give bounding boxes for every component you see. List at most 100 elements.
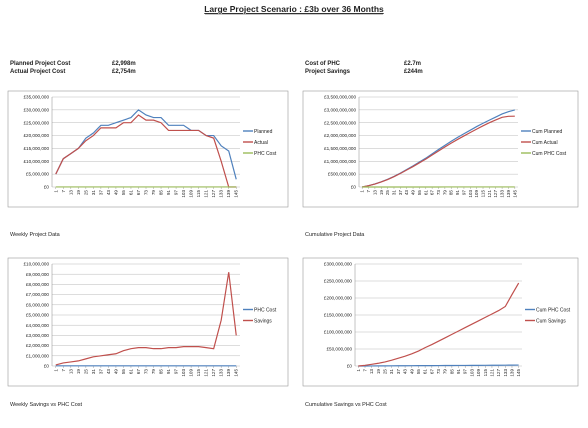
x-tick-label: 97 (174, 190, 179, 196)
x-tick-label: 19 (76, 190, 81, 196)
legend-label: PHC Cost (254, 151, 277, 157)
x-tick-label: 13 (68, 369, 73, 375)
x-tick-label: 127 (496, 369, 501, 377)
x-tick-label: 115 (196, 369, 201, 377)
y-tick-label: £6,000,000 (26, 302, 49, 307)
chart-caption: Cumulative Savings vs PHC Cost (305, 402, 387, 408)
y-tick-label: £4,000,000 (26, 323, 49, 328)
x-tick-label: 61 (423, 190, 428, 196)
x-tick-label: 91 (166, 190, 171, 196)
x-tick-label: 55 (416, 369, 421, 375)
x-tick-label: 49 (409, 369, 414, 375)
x-tick-label: 97 (461, 190, 466, 196)
x-tick-label: 61 (128, 369, 133, 375)
x-tick-label: 121 (204, 369, 209, 377)
x-tick-label: 133 (219, 369, 224, 377)
summary-label: Cost of PHC (305, 61, 341, 67)
y-tick-label: £150,000,000 (324, 313, 353, 318)
y-tick-label: £5,000,000 (26, 313, 49, 318)
x-tick-label: 127 (211, 190, 216, 198)
y-tick-label: £3,000,000 (26, 333, 49, 338)
x-tick-label: 103 (181, 369, 186, 377)
x-tick-label: 31 (389, 369, 394, 375)
x-tick-label: 145 (512, 190, 517, 198)
x-tick-label: 79 (443, 369, 448, 375)
y-tick-label: £25,000,000 (23, 120, 49, 125)
y-tick-label: £1,500,000,000 (324, 146, 356, 151)
y-tick-label: £20,000,000 (23, 133, 49, 138)
x-tick-label: 7 (363, 369, 368, 372)
x-tick-label: 133 (500, 190, 505, 198)
y-tick-label: £2,000,000,000 (324, 133, 356, 138)
y-tick-label: £8,000,000 (26, 282, 49, 287)
y-tick-label: £0 (44, 185, 50, 190)
chart-caption: Weekly Savings vs PHC Cost (10, 402, 83, 408)
legend-label: Actual (254, 140, 268, 146)
x-tick-label: 49 (113, 190, 118, 196)
y-tick-label: £7,000,000 (26, 292, 49, 297)
x-tick-label: 73 (144, 369, 149, 375)
x-tick-label: 25 (383, 369, 388, 375)
x-tick-label: 49 (411, 190, 416, 196)
summary-value: £2,754m (112, 69, 136, 75)
page-title: Large Project Scenario : £3b over 36 Mon… (204, 4, 384, 14)
y-tick-label: £10,000,000 (23, 159, 49, 164)
x-tick-label: 31 (391, 190, 396, 196)
chart-frame (8, 258, 288, 386)
y-tick-label: £0 (44, 364, 50, 369)
x-tick-label: 145 (234, 369, 239, 377)
x-tick-label: 55 (121, 190, 126, 196)
y-tick-label: £100,000,000 (324, 330, 353, 335)
x-tick-label: 127 (211, 369, 216, 377)
x-tick-label: 37 (98, 369, 103, 375)
x-tick-label: 19 (76, 369, 81, 375)
x-tick-label: 121 (489, 369, 494, 377)
y-tick-label: £3,000,000,000 (324, 107, 356, 112)
y-tick-label: £35,000,000 (23, 95, 49, 100)
legend-label: Cum Savings (536, 318, 566, 324)
x-tick-label: 139 (509, 369, 514, 377)
x-tick-label: 37 (98, 190, 103, 196)
x-tick-label: 121 (487, 190, 492, 198)
summary-label: Planned Project Cost (10, 61, 70, 67)
y-tick-label: £200,000,000 (324, 296, 353, 301)
x-tick-label: 31 (91, 190, 96, 196)
x-tick-label: 103 (181, 190, 186, 198)
x-tick-label: 115 (481, 190, 486, 198)
summary-value: £2,998m (112, 61, 136, 67)
x-tick-label: 1 (53, 190, 58, 193)
y-tick-label: £3,500,000,000 (324, 95, 356, 100)
x-tick-label: 43 (106, 190, 111, 196)
x-tick-label: 61 (128, 190, 133, 196)
x-tick-label: 13 (372, 190, 377, 196)
x-tick-label: 109 (189, 190, 194, 198)
x-tick-label: 97 (174, 369, 179, 375)
y-tick-label: £1,000,000,000 (324, 159, 356, 164)
x-tick-label: 133 (503, 369, 508, 377)
x-tick-label: 1 (356, 369, 361, 372)
x-tick-label: 85 (449, 369, 454, 375)
x-tick-label: 37 (396, 369, 401, 375)
y-tick-label: £5,000,000 (26, 172, 49, 177)
x-tick-label: 91 (166, 369, 171, 375)
summary-value: £244m (404, 69, 423, 75)
x-tick-label: 91 (455, 190, 460, 196)
x-tick-label: 55 (417, 190, 422, 196)
legend-label: Cum Actual (532, 140, 558, 146)
x-tick-label: 79 (151, 190, 156, 196)
x-tick-label: 43 (403, 369, 408, 375)
x-tick-label: 115 (483, 369, 488, 377)
x-tick-label: 79 (442, 190, 447, 196)
summary-label: Actual Project Cost (10, 69, 65, 75)
summary-label: Project Savings (305, 69, 351, 75)
summary-value: £2.7m (404, 61, 421, 67)
x-tick-label: 67 (430, 190, 435, 196)
legend-label: Savings (254, 318, 272, 324)
x-tick-label: 121 (204, 190, 209, 198)
x-tick-label: 19 (379, 190, 384, 196)
x-tick-label: 139 (226, 190, 231, 198)
chart-caption: Cumulative Project Data (305, 232, 365, 238)
y-tick-label: £30,000,000 (23, 107, 49, 112)
legend-label: Planned (254, 129, 273, 135)
